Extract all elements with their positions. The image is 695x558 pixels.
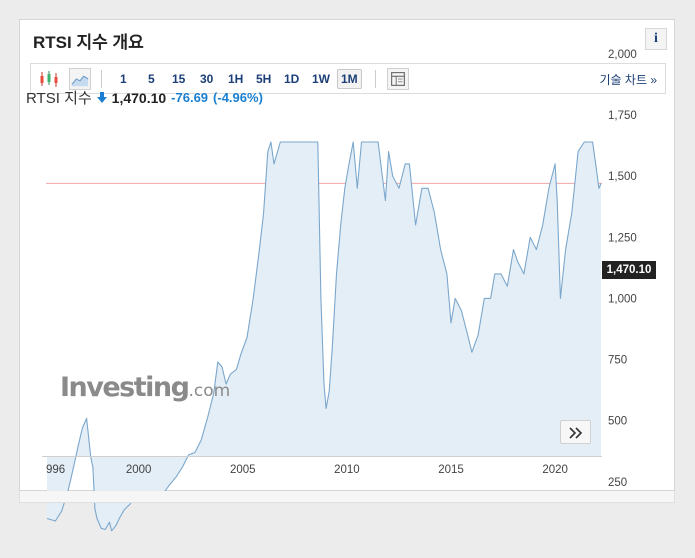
y-tick-label: 2,000: [608, 49, 637, 61]
quote-change-percent: (-4.96%): [213, 90, 263, 105]
y-tick-label: 1,250: [608, 232, 637, 244]
x-tick-label: 2005: [230, 464, 256, 476]
candlestick-icon[interactable]: [38, 68, 60, 90]
range-1d[interactable]: 1D: [284, 72, 300, 86]
arrow-down-icon: [96, 91, 107, 103]
range-1m[interactable]: 1M: [337, 69, 362, 89]
current-price-tag: 1,470.10: [602, 261, 656, 279]
x-tick-label: 2000: [126, 464, 152, 476]
series-area-fill: [47, 142, 601, 531]
scroll-forward-button[interactable]: [560, 420, 591, 444]
quote-summary: RTSI 지수 1,470.10 -76.69 (-4.96%): [26, 87, 263, 108]
investing-logo: Investing.com: [60, 372, 230, 403]
chart-toolbar: 1 5 15 30 1H 5H 1D 1W 1M 기술 차트 »: [30, 63, 666, 94]
y-tick-label: 1,500: [608, 171, 637, 183]
x-tick-label: 996: [46, 464, 65, 476]
panel-title: RTSI 지수 개요: [33, 33, 144, 52]
x-tick-label: 2015: [438, 464, 464, 476]
range-5h[interactable]: 5H: [256, 72, 272, 86]
double-chevron-right-icon: [569, 427, 583, 439]
y-tick-label: 1,750: [608, 110, 637, 122]
quote-name: RTSI 지수: [26, 90, 92, 107]
range-1[interactable]: 1: [120, 72, 127, 86]
panel-footer: [19, 491, 675, 503]
logo-main: Investing: [60, 372, 190, 403]
y-tick-label: 500: [608, 416, 627, 428]
range-30[interactable]: 30: [200, 72, 214, 86]
info-button[interactable]: i: [645, 28, 667, 50]
y-tick-label: 1,000: [608, 293, 637, 305]
toolbar-separator: [375, 70, 376, 88]
quote-change: -76.69: [171, 90, 209, 105]
y-tick-label: 750: [608, 355, 627, 367]
logo-suffix: .com: [188, 381, 231, 401]
y-tick-label: 250: [608, 477, 627, 489]
area-chart-icon[interactable]: [69, 68, 91, 90]
x-tick-label: 2020: [542, 464, 568, 476]
range-5[interactable]: 5: [148, 72, 155, 86]
technical-chart-link[interactable]: 기술 차트 »: [599, 73, 657, 87]
range-1h[interactable]: 1H: [228, 72, 244, 86]
x-tick-label: 2010: [334, 464, 360, 476]
toolbar-separator: [101, 70, 102, 88]
layout-icon[interactable]: [387, 68, 409, 90]
quote-last-price: 1,470.10: [111, 89, 167, 106]
range-15[interactable]: 15: [172, 72, 186, 86]
range-1w[interactable]: 1W: [312, 72, 330, 86]
